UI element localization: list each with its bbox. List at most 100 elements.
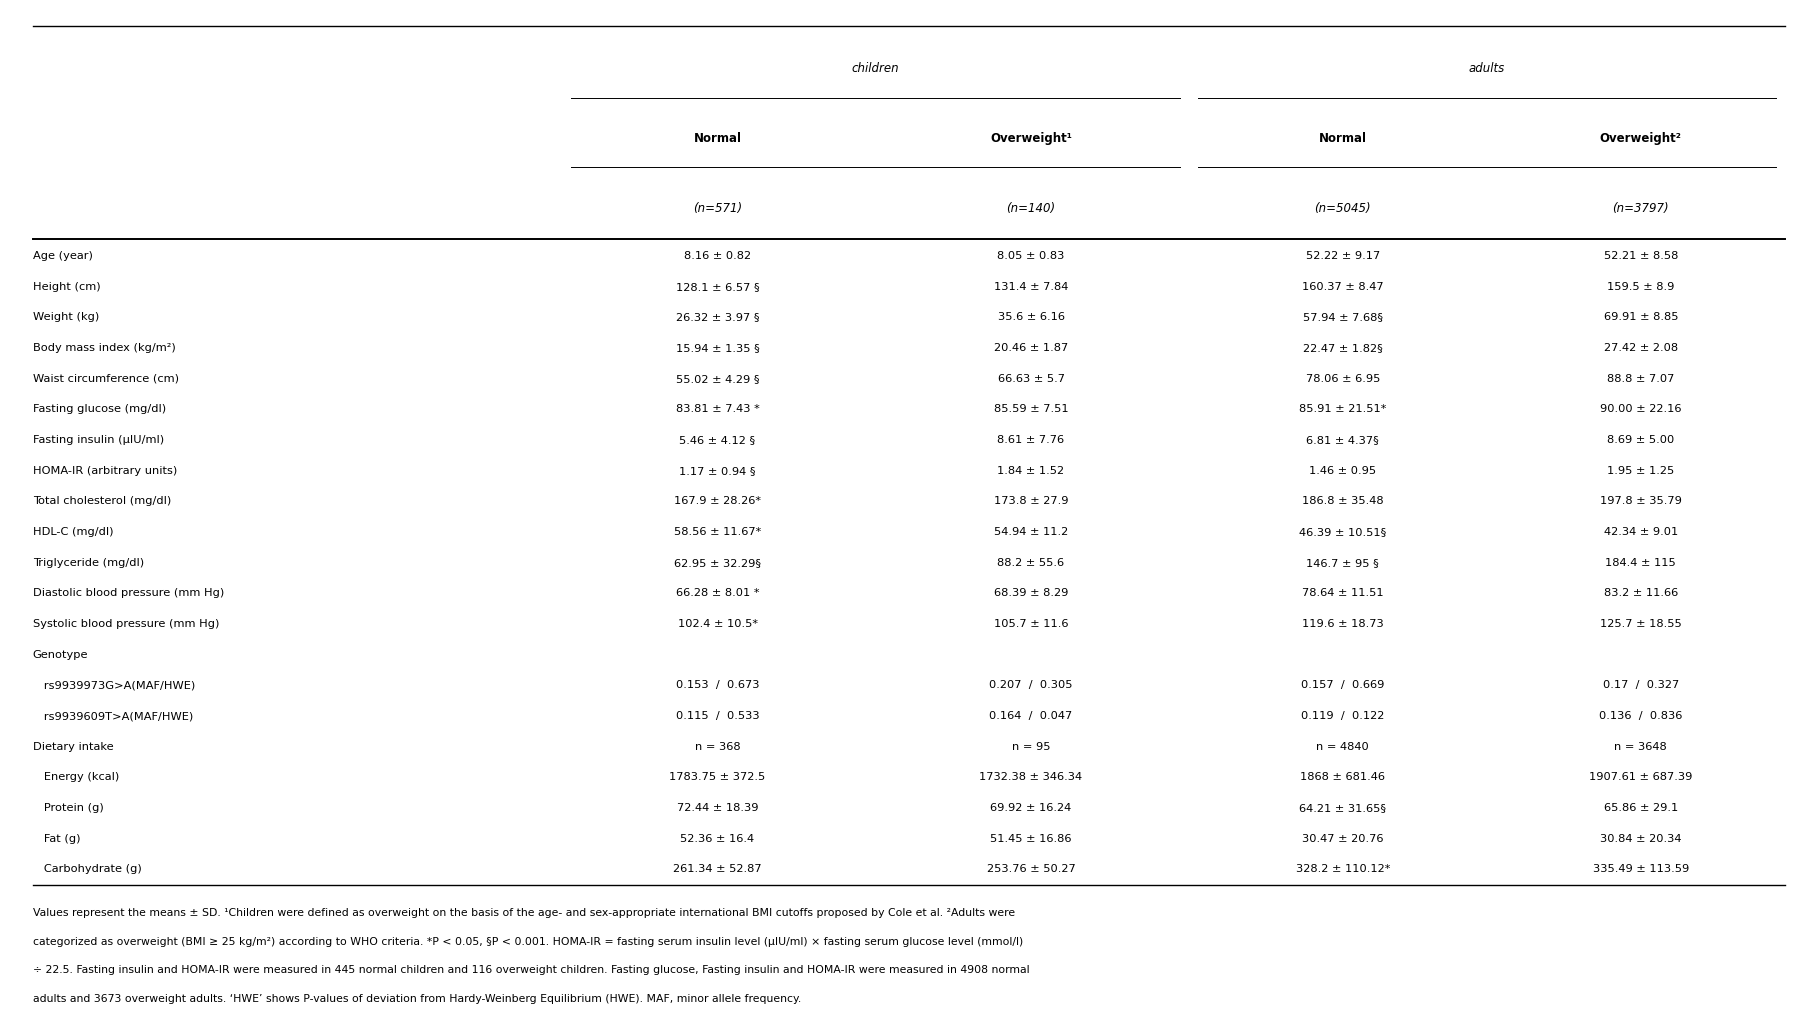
Text: 1783.75 ± 372.5: 1783.75 ± 372.5 [669,772,766,783]
Text: (n=140): (n=140) [1006,202,1056,215]
Text: Weight (kg): Weight (kg) [33,312,100,322]
Text: 160.37 ± 8.47: 160.37 ± 8.47 [1301,281,1384,292]
Text: n = 3648: n = 3648 [1614,741,1667,752]
Text: 64.21 ± 31.65§: 64.21 ± 31.65§ [1299,803,1386,813]
Text: Diastolic blood pressure (mm Hg): Diastolic blood pressure (mm Hg) [33,588,225,599]
Text: categorized as overweight (BMI ≥ 25 kg/m²) according to WHO criteria. *P < 0.05,: categorized as overweight (BMI ≥ 25 kg/m… [33,937,1022,947]
Text: 83.81 ± 7.43 *: 83.81 ± 7.43 * [676,405,759,415]
Text: 51.45 ± 16.86: 51.45 ± 16.86 [991,834,1071,844]
Text: 1732.38 ± 346.34: 1732.38 ± 346.34 [980,772,1082,783]
Text: Fasting insulin (μIU/ml): Fasting insulin (μIU/ml) [33,435,163,445]
Text: 46.39 ± 10.51§: 46.39 ± 10.51§ [1299,527,1386,537]
Text: 186.8 ± 35.48: 186.8 ± 35.48 [1301,496,1384,506]
Text: 1907.61 ± 687.39: 1907.61 ± 687.39 [1589,772,1692,783]
Text: 119.6 ± 18.73: 119.6 ± 18.73 [1301,619,1384,630]
Text: 54.94 ± 11.2: 54.94 ± 11.2 [995,527,1067,537]
Text: n = 368: n = 368 [694,741,741,752]
Text: 52.22 ± 9.17: 52.22 ± 9.17 [1306,252,1379,261]
Text: 78.64 ± 11.51: 78.64 ± 11.51 [1301,588,1384,599]
Text: 1.46 ± 0.95: 1.46 ± 0.95 [1308,466,1377,476]
Text: (n=5045): (n=5045) [1314,202,1372,215]
Text: 131.4 ± 7.84: 131.4 ± 7.84 [993,281,1069,292]
Text: 20.46 ± 1.87: 20.46 ± 1.87 [995,343,1067,353]
Text: 146.7 ± 95 §: 146.7 ± 95 § [1306,558,1379,568]
Text: 1.84 ± 1.52: 1.84 ± 1.52 [997,466,1065,476]
Text: Body mass index (kg/m²): Body mass index (kg/m²) [33,343,176,353]
Text: 0.119  /  0.122: 0.119 / 0.122 [1301,711,1384,721]
Text: Dietary intake: Dietary intake [33,741,112,752]
Text: 42.34 ± 9.01: 42.34 ± 9.01 [1604,527,1678,537]
Text: Age (year): Age (year) [33,252,92,261]
Text: 128.1 ± 6.57 §: 128.1 ± 6.57 § [676,281,759,292]
Text: Genotype: Genotype [33,650,89,659]
Text: 1868 ± 681.46: 1868 ± 681.46 [1301,772,1384,783]
Text: n = 4840: n = 4840 [1316,741,1370,752]
Text: Carbohydrate (g): Carbohydrate (g) [33,865,141,874]
Text: 105.7 ± 11.6: 105.7 ± 11.6 [993,619,1069,630]
Text: 52.36 ± 16.4: 52.36 ± 16.4 [681,834,754,844]
Text: rs9939609T>A(MAF/HWE): rs9939609T>A(MAF/HWE) [33,711,192,721]
Text: adults and 3673 overweight adults. ‘HWE’ shows P-values of deviation from Hardy-: adults and 3673 overweight adults. ‘HWE’… [33,994,801,1004]
Text: ÷ 22.5. Fasting insulin and HOMA-IR were measured in 445 normal children and 116: ÷ 22.5. Fasting insulin and HOMA-IR were… [33,965,1029,976]
Text: 0.153  /  0.673: 0.153 / 0.673 [676,681,759,690]
Text: 102.4 ± 10.5*: 102.4 ± 10.5* [678,619,757,630]
Text: 85.59 ± 7.51: 85.59 ± 7.51 [993,405,1069,415]
Text: 335.49 ± 113.59: 335.49 ± 113.59 [1593,865,1689,874]
Text: Systolic blood pressure (mm Hg): Systolic blood pressure (mm Hg) [33,619,219,630]
Text: Waist circumference (cm): Waist circumference (cm) [33,374,179,384]
Text: 68.39 ± 8.29: 68.39 ± 8.29 [993,588,1069,599]
Text: 159.5 ± 8.9: 159.5 ± 8.9 [1607,281,1674,292]
Text: 0.164  /  0.047: 0.164 / 0.047 [989,711,1073,721]
Text: 88.2 ± 55.6: 88.2 ± 55.6 [997,558,1065,568]
Text: 66.28 ± 8.01 *: 66.28 ± 8.01 * [676,588,759,599]
Text: 30.47 ± 20.76: 30.47 ± 20.76 [1303,834,1383,844]
Text: 78.06 ± 6.95: 78.06 ± 6.95 [1305,374,1381,384]
Text: 55.02 ± 4.29 §: 55.02 ± 4.29 § [676,374,759,384]
Text: Triglyceride (mg/dl): Triglyceride (mg/dl) [33,558,143,568]
Text: 1.17 ± 0.94 §: 1.17 ± 0.94 § [680,466,756,476]
Text: 125.7 ± 18.55: 125.7 ± 18.55 [1600,619,1682,630]
Text: 8.61 ± 7.76: 8.61 ± 7.76 [997,435,1065,445]
Text: Overweight²: Overweight² [1600,132,1682,145]
Text: 197.8 ± 35.79: 197.8 ± 35.79 [1600,496,1682,506]
Text: (n=3797): (n=3797) [1613,202,1669,215]
Text: 173.8 ± 27.9: 173.8 ± 27.9 [993,496,1069,506]
Text: 88.8 ± 7.07: 88.8 ± 7.07 [1607,374,1674,384]
Text: 184.4 ± 115: 184.4 ± 115 [1605,558,1676,568]
Text: 26.32 ± 3.97 §: 26.32 ± 3.97 § [676,312,759,322]
Text: Normal: Normal [694,132,741,145]
Text: 0.17  /  0.327: 0.17 / 0.327 [1602,681,1680,690]
Text: 65.86 ± 29.1: 65.86 ± 29.1 [1604,803,1678,813]
Text: 69.91 ± 8.85: 69.91 ± 8.85 [1604,312,1678,322]
Text: 83.2 ± 11.66: 83.2 ± 11.66 [1604,588,1678,599]
Text: Energy (kcal): Energy (kcal) [33,772,120,783]
Text: rs9939973G>A(MAF/HWE): rs9939973G>A(MAF/HWE) [33,681,196,690]
Text: (n=571): (n=571) [692,202,743,215]
Text: 5.46 ± 4.12 §: 5.46 ± 4.12 § [680,435,756,445]
Text: 1.95 ± 1.25: 1.95 ± 1.25 [1607,466,1674,476]
Text: 58.56 ± 11.67*: 58.56 ± 11.67* [674,527,761,537]
Text: Overweight¹: Overweight¹ [989,132,1073,145]
Text: 167.9 ± 28.26*: 167.9 ± 28.26* [674,496,761,506]
Text: 52.21 ± 8.58: 52.21 ± 8.58 [1604,252,1678,261]
Text: Total cholesterol (mg/dl): Total cholesterol (mg/dl) [33,496,170,506]
Text: 57.94 ± 7.68§: 57.94 ± 7.68§ [1303,312,1383,322]
Text: 0.157  /  0.669: 0.157 / 0.669 [1301,681,1384,690]
Text: 30.84 ± 20.34: 30.84 ± 20.34 [1600,834,1682,844]
Text: Values represent the means ± SD. ¹Children were defined as overweight on the bas: Values represent the means ± SD. ¹Childr… [33,908,1015,918]
Text: 85.91 ± 21.51*: 85.91 ± 21.51* [1299,405,1386,415]
Text: 69.92 ± 16.24: 69.92 ± 16.24 [991,803,1071,813]
Text: 22.47 ± 1.82§: 22.47 ± 1.82§ [1303,343,1383,353]
Text: 6.81 ± 4.37§: 6.81 ± 4.37§ [1306,435,1379,445]
Text: 261.34 ± 52.87: 261.34 ± 52.87 [674,865,761,874]
Text: HDL-C (mg/dl): HDL-C (mg/dl) [33,527,112,537]
Text: 0.207  /  0.305: 0.207 / 0.305 [989,681,1073,690]
Text: 8.05 ± 0.83: 8.05 ± 0.83 [997,252,1065,261]
Text: 27.42 ± 2.08: 27.42 ± 2.08 [1604,343,1678,353]
Text: 253.76 ± 50.27: 253.76 ± 50.27 [988,865,1075,874]
Text: 8.16 ± 0.82: 8.16 ± 0.82 [683,252,752,261]
Text: 15.94 ± 1.35 §: 15.94 ± 1.35 § [676,343,759,353]
Text: 328.2 ± 110.12*: 328.2 ± 110.12* [1296,865,1390,874]
Text: Height (cm): Height (cm) [33,281,100,292]
Text: 66.63 ± 5.7: 66.63 ± 5.7 [998,374,1064,384]
